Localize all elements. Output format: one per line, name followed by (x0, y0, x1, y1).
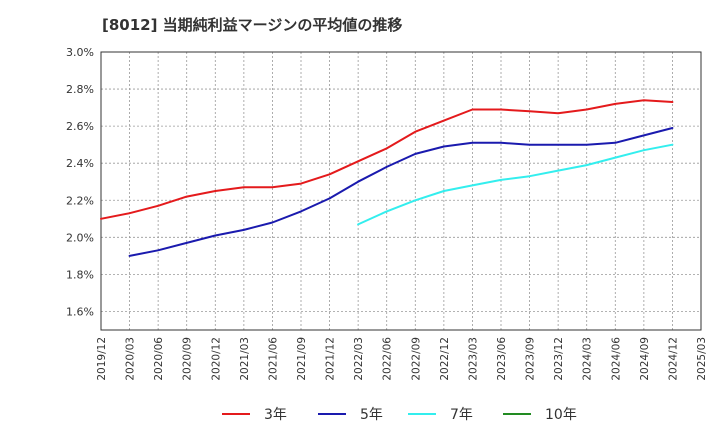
x-tick-label: 2023/03 (467, 337, 479, 381)
x-tick-label: 2019/12 (96, 337, 108, 381)
y-tick-label: 3.0% (66, 46, 94, 59)
legend-label: 10年 (545, 407, 577, 423)
y-tick-label: 2.6% (66, 120, 94, 133)
y-tick-label: 2.2% (66, 194, 94, 207)
series-line-5年 (128, 127, 674, 257)
y-tick-label: 2.0% (66, 231, 94, 244)
series-line-3年 (100, 99, 674, 220)
x-tick-label: 2020/09 (182, 337, 194, 381)
x-tick-label: 2020/03 (125, 337, 137, 381)
x-tick-label: 2025/03 (696, 337, 708, 381)
x-tick-label: 2022/12 (439, 337, 451, 381)
x-tick-label: 2023/12 (553, 337, 565, 381)
x-tick-label: 2022/06 (382, 337, 394, 381)
y-tick-label: 1.8% (66, 268, 94, 281)
series-line-7年 (357, 143, 674, 226)
legend-label: 5年 (360, 407, 383, 423)
x-tick-label: 2022/09 (410, 337, 422, 381)
y-tick-label: 2.8% (66, 83, 94, 96)
x-tick-label: 2023/09 (525, 337, 537, 381)
x-tick-label: 2024/06 (610, 337, 622, 381)
x-tick-label: 2021/03 (239, 337, 251, 381)
x-tick-label: 2020/12 (210, 337, 222, 381)
legend-label: 3年 (264, 407, 287, 423)
x-tick-label: 2021/06 (267, 337, 279, 381)
x-tick-label: 2024/03 (582, 337, 594, 381)
x-tick-label: 2023/06 (496, 337, 508, 381)
x-tick-label: 2021/12 (325, 337, 337, 381)
x-tick-label: 2021/09 (296, 337, 308, 381)
x-tick-label: 2024/12 (667, 337, 679, 381)
chart-title: [8012] 当期純利益マージンの平均値の推移 (102, 16, 403, 34)
x-tick-label: 2024/09 (639, 337, 651, 381)
y-tick-label: 1.6% (66, 305, 94, 318)
y-tick-label: 2.4% (66, 157, 94, 170)
x-tick-label: 2022/03 (353, 337, 365, 381)
plot-area (100, 51, 702, 331)
x-tick-label: 2020/06 (153, 337, 165, 381)
legend-label: 7年 (450, 407, 473, 423)
